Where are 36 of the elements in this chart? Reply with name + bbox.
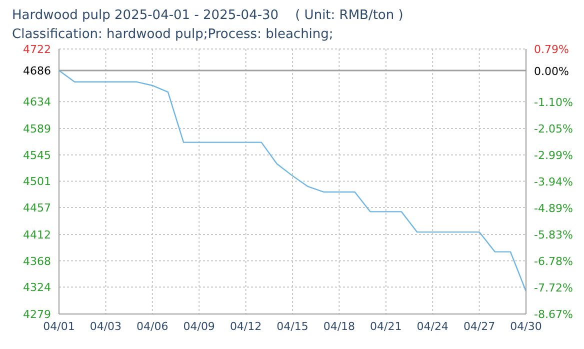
y-tick-label: 4545 [23,148,51,162]
y2-tick-label: -4.89% [534,202,573,216]
line-series [59,70,526,292]
y-tick-label: 4686 [23,64,51,78]
x-tick-label: 04/03 [90,320,122,333]
y2-tick-label: -5.83% [534,228,573,242]
x-tick-label: 04/06 [136,320,168,333]
x-tick-label: 04/24 [416,320,448,333]
y2-tick-label: -8.67% [534,308,573,321]
y2-tick-label: -7.72% [534,281,573,294]
y2-tick-label: -6.78% [534,255,573,268]
chart-subtitle: Classification: hardwood pulp;Process: bleaching; [12,27,334,42]
x-tick-label: 04/30 [510,320,542,333]
x-tick-label: 04/01 [43,320,75,333]
x-tick-label: 04/12 [230,320,262,333]
x-tick-label: 04/21 [370,320,402,333]
y-tick-label: 4279 [23,308,51,321]
x-tick-label: 04/18 [323,320,356,333]
y2-tick-label: -1.10% [534,96,573,109]
y-tick-label: 4412 [23,228,51,242]
y-tick-label: 4634 [23,96,51,109]
chart-title: Hardwood pulp 2025-04-01 - 2025-04-30 ( Unit: RMB/ton ) [12,8,404,23]
y2-tick-label: -2.99% [534,148,573,162]
y-tick-label: 4589 [23,122,51,136]
x-tick-label: 04/09 [183,320,215,333]
y-tick-label: 4722 [23,43,51,56]
y2-tick-label: -3.94% [534,176,573,188]
y2-tick-label: 0.79% [534,43,569,56]
y-tick-label: 4501 [23,175,51,188]
y-tick-label: 4368 [23,254,51,268]
y-tick-label: 4324 [23,281,51,294]
y-tick-label: 4457 [23,202,51,215]
y2-tick-label: 0.00% [534,65,569,78]
x-tick-label: 04/27 [463,320,496,333]
y2-tick-label: -2.05% [534,122,573,136]
x-tick-label: 04/15 [276,320,308,333]
